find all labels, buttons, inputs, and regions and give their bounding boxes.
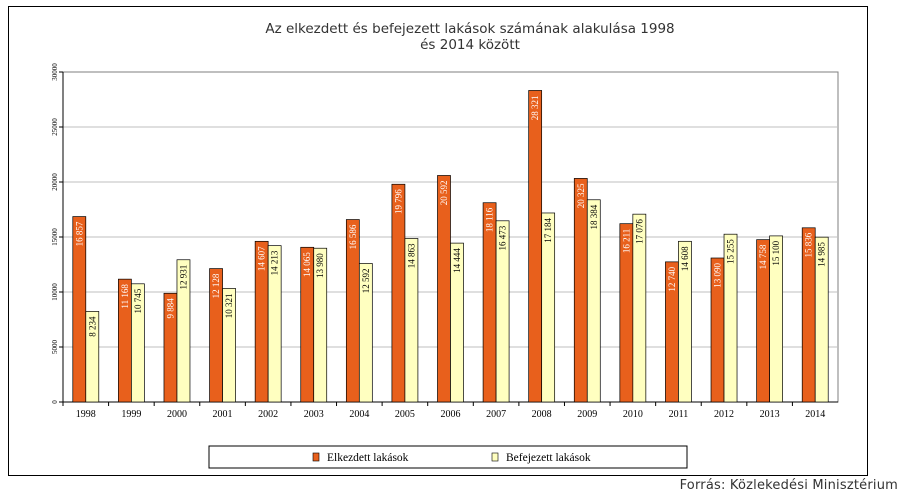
data-label-elkezdett: 11 168	[120, 284, 130, 309]
data-label-befejezett: 12 931	[178, 265, 188, 290]
legend-swatch-befejezett	[491, 452, 499, 462]
data-label-befejezett: 16 473	[498, 225, 508, 250]
legend-swatch-elkezdett	[312, 452, 320, 462]
x-tick-label: 1999	[121, 409, 141, 420]
x-tick-label: 2000	[167, 409, 187, 420]
y-tick-label: 10000	[51, 283, 59, 301]
y-tick-label: 15000	[51, 228, 59, 246]
bar-befejezett	[541, 212, 556, 403]
bar-befejezett	[358, 263, 373, 403]
bar-befejezett	[450, 242, 464, 403]
legend: Elkezdett lakások Befejezett lakások	[208, 445, 688, 469]
data-label-elkezdett: 14 758	[758, 244, 768, 269]
x-tick-label: 2010	[623, 409, 643, 420]
bar-befejezett	[678, 240, 692, 403]
bar-befejezett	[632, 213, 647, 403]
bar-elkezdett	[391, 183, 406, 403]
data-label-elkezdett: 28 321	[530, 95, 540, 120]
data-label-elkezdett: 12 128	[211, 273, 221, 298]
data-label-befejezett: 15 100	[771, 240, 781, 265]
x-tick-label: 2014	[805, 409, 825, 420]
plot-area: 0 5000 10000 15000 20000 25000 30000 1998 16 857…	[51, 63, 839, 420]
data-label-befejezett: 14 608	[680, 246, 690, 271]
bar-befejezett	[85, 311, 100, 403]
bar-befejezett	[222, 288, 236, 403]
x-tick-label: 2003	[304, 409, 324, 420]
data-label-befejezett: 17 184	[543, 217, 553, 242]
x-tick-label: 2001	[213, 409, 233, 420]
data-label-befejezett: 13 980	[315, 253, 325, 278]
bar-elkezdett	[437, 175, 451, 403]
data-label-befejezett: 15 255	[726, 239, 736, 264]
data-label-elkezdett: 13 090	[713, 263, 723, 288]
data-label-befejezett: 14 444	[452, 248, 462, 273]
x-tick-label: 2005	[395, 409, 415, 420]
data-label-elkezdett: 18 116	[485, 207, 495, 232]
bar-befejezett	[769, 235, 783, 403]
y-tick-label: 30000	[51, 63, 59, 81]
data-label-elkezdett: 9 884	[165, 298, 175, 319]
x-tick-label: 2007	[486, 409, 506, 420]
bar-elkezdett	[528, 90, 543, 403]
bar-befejezett	[814, 236, 829, 403]
legend-label-elkezdett: Elkezdett lakások	[327, 452, 409, 464]
source-note: Forrás: Közlekedési Minisztérium	[679, 478, 898, 493]
x-tick-label: 2013	[760, 409, 780, 420]
data-label-befejezett: 18 384	[589, 204, 599, 229]
data-label-elkezdett: 14 607	[257, 246, 267, 271]
x-tick-label: 2004	[349, 409, 369, 420]
data-label-befejezett: 8 234	[87, 316, 97, 337]
chart-title: Az elkezdett és befejezett lakások számá…	[265, 21, 674, 37]
data-label-befejezett: 14 863	[406, 243, 416, 268]
chart-subtitle: és 2014 között	[420, 37, 520, 53]
x-tick-label: 2009	[577, 409, 597, 420]
data-label-elkezdett: 14 065	[302, 252, 312, 277]
legend-label-befejezett: Befejezett lakások	[506, 452, 591, 464]
y-tick-label: 25000	[51, 118, 59, 136]
bar-befejezett	[313, 247, 328, 403]
y-tick-label: 0	[51, 400, 59, 404]
data-label-befejezett: 17 076	[634, 219, 644, 244]
bar-befejezett	[404, 238, 419, 403]
data-label-elkezdett: 16 211	[621, 229, 631, 253]
data-label-elkezdett: 20 592	[439, 180, 449, 205]
bar-befejezett	[176, 259, 191, 403]
bar-befejezett	[723, 233, 738, 403]
x-tick-label: 2006	[441, 409, 461, 420]
data-label-befejezett: 10 321	[224, 293, 234, 318]
data-label-elkezdett: 20 325	[576, 183, 586, 208]
legend-box	[208, 445, 688, 469]
x-tick-label: 1998	[76, 409, 96, 420]
data-label-elkezdett: 16 857	[74, 221, 84, 246]
bar-elkezdett	[72, 216, 87, 403]
bar-befejezett	[267, 245, 282, 403]
bar-befejezett	[586, 199, 601, 403]
y-tick-label: 20000	[51, 173, 59, 191]
x-tick-label: 2002	[258, 409, 278, 420]
data-label-elkezdett: 16 586	[348, 224, 358, 249]
x-tick-label: 2011	[669, 409, 689, 420]
x-tick-label: 2008	[532, 409, 552, 420]
data-label-befejezett: 14 213	[270, 250, 280, 275]
data-label-befejezett: 10 745	[133, 288, 143, 313]
bar-befejezett	[131, 283, 145, 403]
data-label-elkezdett: 12 740	[667, 266, 677, 291]
bar-befejezett	[495, 220, 510, 403]
data-label-befejezett: 12 592	[361, 268, 371, 293]
data-label-elkezdett: 19 796	[393, 189, 403, 214]
x-tick-label: 2012	[714, 409, 734, 420]
bar-elkezdett	[573, 178, 588, 403]
data-label-elkezdett: 15 836	[804, 232, 814, 257]
data-label-befejezett: 14 985	[817, 242, 827, 267]
y-tick-label: 5000	[51, 340, 59, 355]
